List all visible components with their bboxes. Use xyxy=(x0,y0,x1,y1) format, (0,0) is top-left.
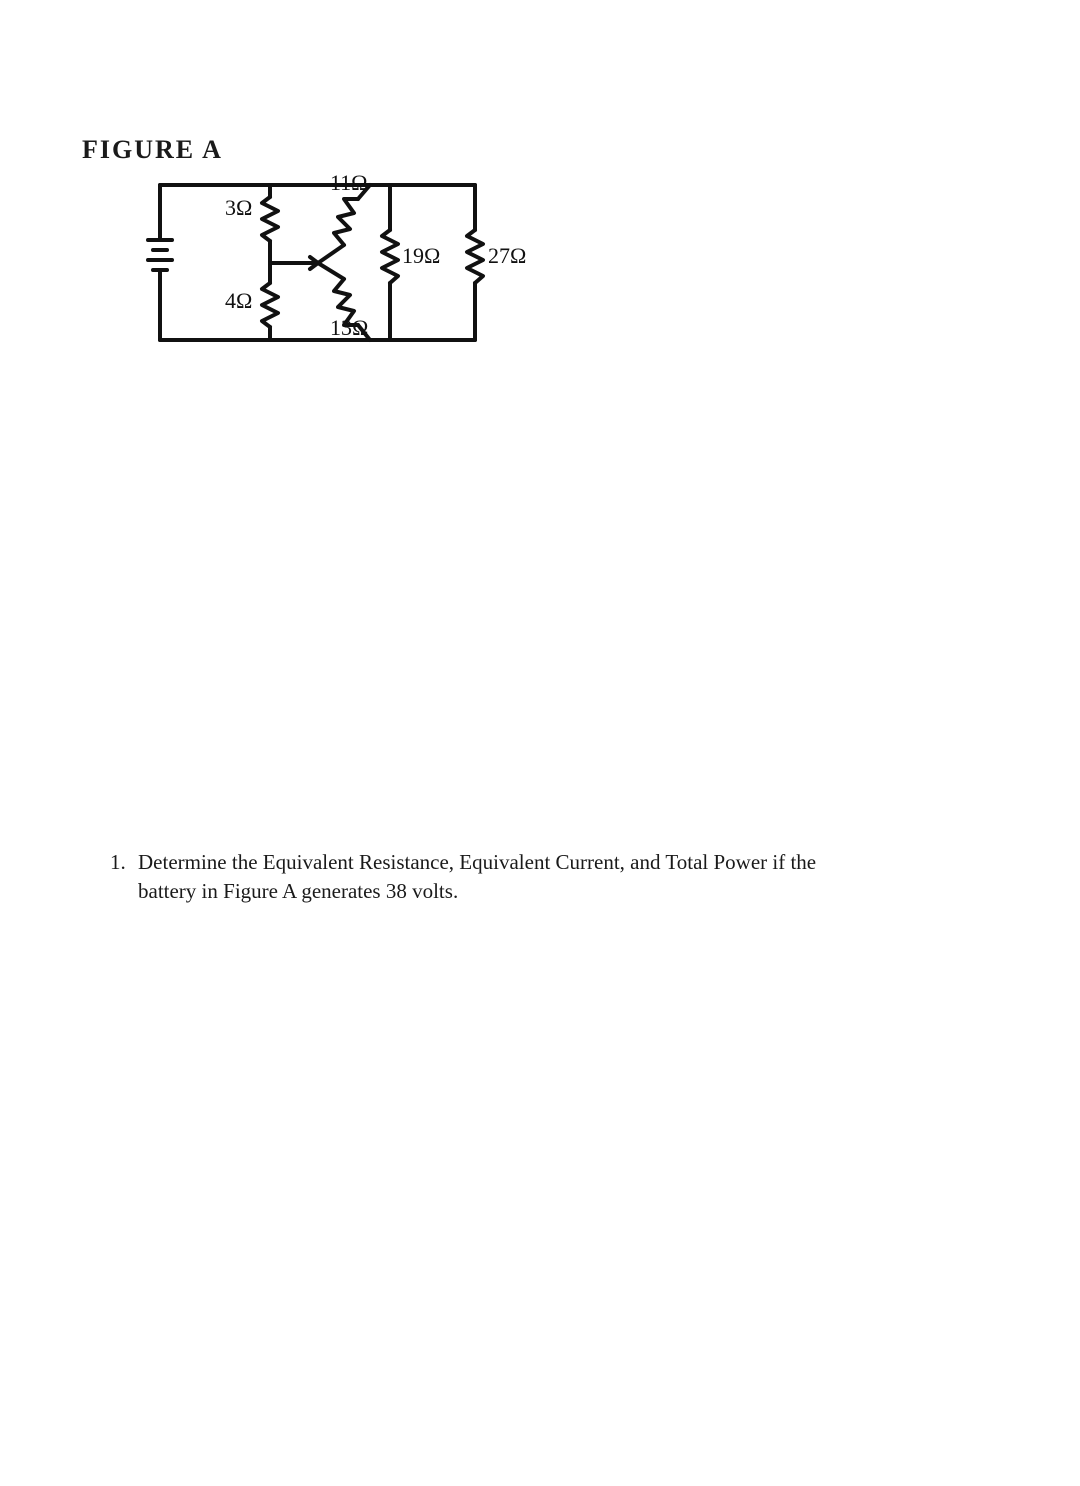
label-r4: 4Ω xyxy=(225,288,252,313)
label-r19: 19Ω xyxy=(402,243,440,268)
question-line-1: Determine the Equivalent Resistance, Equ… xyxy=(138,850,816,874)
label-r13: 13Ω xyxy=(330,315,368,340)
question-number: 1. xyxy=(110,848,132,876)
question-line-2: battery in Figure A generates 38 volts. xyxy=(138,879,458,903)
circuit-svg: 3Ω 4Ω 11Ω 13Ω 19Ω 27Ω xyxy=(140,175,620,355)
circuit-diagram: 3Ω 4Ω 11Ω 13Ω 19Ω 27Ω xyxy=(140,175,620,355)
label-r27: 27Ω xyxy=(488,243,526,268)
figure-title: FIGURE A xyxy=(82,135,223,165)
question-1: 1. Determine the Equivalent Resistance, … xyxy=(110,848,980,905)
label-r11: 11Ω xyxy=(330,170,368,195)
page: FIGURE A xyxy=(0,0,1080,1486)
question-text: Determine the Equivalent Resistance, Equ… xyxy=(110,848,980,905)
label-r3: 3Ω xyxy=(225,195,252,220)
